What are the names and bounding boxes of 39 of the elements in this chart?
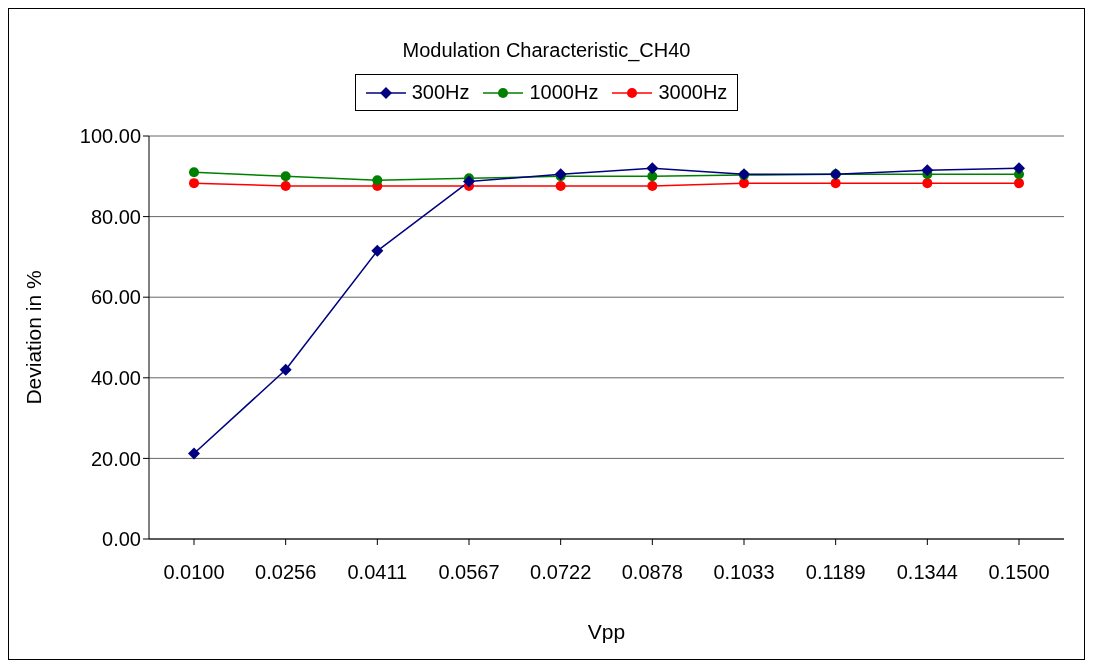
point: [1013, 162, 1025, 175]
point: [371, 244, 384, 257]
x-tick-label: 0.1033: [713, 561, 775, 584]
point: [555, 180, 566, 191]
point: [279, 363, 292, 376]
x-tick-label: 0.0567: [438, 561, 500, 584]
point: [189, 178, 199, 189]
point: [1014, 178, 1024, 189]
legend-label: 300Hz: [410, 81, 470, 104]
x-axis-title: Vpp: [587, 620, 626, 643]
legend-label: 3000Hz: [657, 81, 728, 104]
point: [280, 171, 291, 182]
y-tick-label: 100.00: [79, 125, 141, 148]
point: [647, 180, 658, 191]
point: [189, 167, 199, 178]
chart-title: Modulation Characteristic_CH40: [401, 39, 692, 64]
y-tick-label: 80.00: [90, 205, 141, 228]
point: [463, 175, 475, 188]
point: [830, 178, 841, 189]
x-tick-label: 0.1189: [805, 561, 866, 584]
point: [372, 175, 383, 186]
x-tick-label: 0.0411: [347, 561, 408, 584]
x-tick-label: 0.1500: [988, 561, 1050, 584]
x-tick-label: 0.0878: [621, 561, 683, 584]
legend-label: 1000Hz: [528, 81, 599, 104]
point: [921, 164, 934, 177]
x-tick-label: 0.0722: [530, 561, 592, 584]
point: [646, 162, 659, 175]
point: [922, 178, 933, 189]
x-tick-label: 0.0100: [163, 561, 225, 584]
x-tick-label: 0.0256: [255, 561, 317, 584]
x-tick-label: 0.1344: [896, 561, 958, 584]
y-tick-label: 0.00: [102, 528, 141, 551]
y-axis-title: Deviation in %: [22, 270, 46, 405]
y-tick-label: 40.00: [90, 366, 141, 389]
y-tick-label: 20.00: [90, 447, 141, 470]
point: [188, 447, 200, 460]
y-tick-label: 60.00: [90, 286, 141, 309]
point: [280, 180, 291, 191]
